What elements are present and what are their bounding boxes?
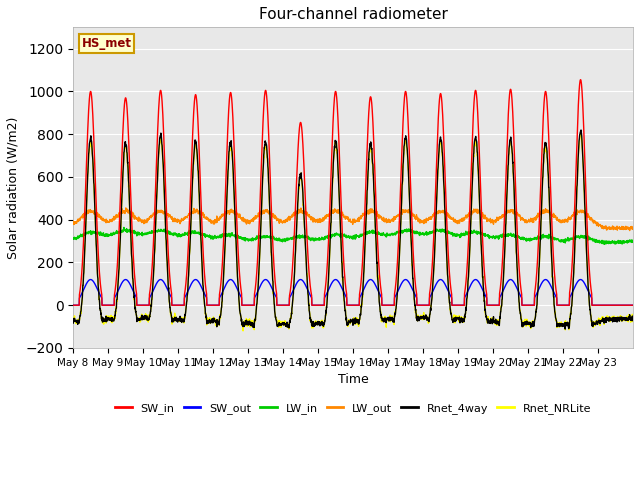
Title: Four-channel radiometer: Four-channel radiometer xyxy=(259,7,447,22)
Legend: SW_in, SW_out, LW_in, LW_out, Rnet_4way, Rnet_NRLite: SW_in, SW_out, LW_in, LW_out, Rnet_4way,… xyxy=(111,398,596,418)
Y-axis label: Solar radiation (W/m2): Solar radiation (W/m2) xyxy=(7,117,20,259)
Text: HS_met: HS_met xyxy=(81,37,131,50)
X-axis label: Time: Time xyxy=(338,373,369,386)
